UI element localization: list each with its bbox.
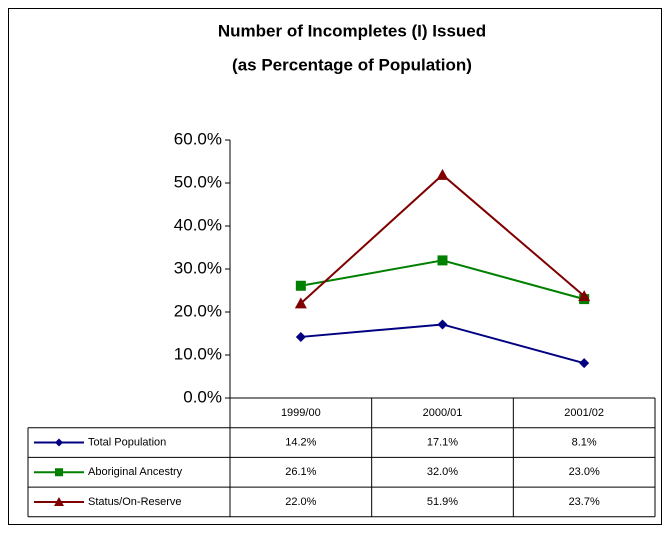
x-tick-label: 2000/01 xyxy=(423,407,463,419)
table-value: 23.7% xyxy=(569,496,600,508)
marker xyxy=(294,297,307,309)
table-value: 32.0% xyxy=(427,466,458,478)
y-tick-label: 40.0% xyxy=(174,215,222,234)
marker xyxy=(437,319,448,330)
table-value: 17.1% xyxy=(427,436,458,448)
marker xyxy=(437,255,448,266)
table-value: 23.0% xyxy=(569,466,600,478)
table-value: 26.1% xyxy=(285,466,316,478)
y-tick-label: 60.0% xyxy=(174,129,222,148)
chart-subtitle: (as Percentage of Population) xyxy=(232,55,472,74)
marker xyxy=(436,168,449,180)
marker xyxy=(579,358,590,369)
y-tick-label: 30.0% xyxy=(174,258,222,277)
x-tick-label: 2001/02 xyxy=(564,407,604,419)
table-value: 14.2% xyxy=(285,436,316,448)
legend-marker xyxy=(55,438,63,447)
table-value: 8.1% xyxy=(572,436,597,448)
legend-marker xyxy=(55,468,63,477)
y-tick-label: 10.0% xyxy=(174,344,222,363)
table-value: 22.0% xyxy=(285,496,316,508)
x-tick-label: 1999/00 xyxy=(281,407,321,419)
legend-label: Status/On-Reserve xyxy=(88,496,182,508)
legend-label: Total Population xyxy=(88,436,166,448)
legend-label: Aboriginal Ancestry xyxy=(88,466,183,478)
chart-title: Number of Incompletes (I) Issued xyxy=(218,21,486,40)
y-tick-label: 50.0% xyxy=(174,172,222,191)
table-value: 51.9% xyxy=(427,496,458,508)
marker xyxy=(295,331,306,342)
y-tick-label: 20.0% xyxy=(174,301,222,320)
marker xyxy=(295,280,306,291)
y-tick-label: 0.0% xyxy=(183,387,222,406)
legend-marker xyxy=(54,496,64,506)
marker xyxy=(578,290,591,302)
chart-border xyxy=(8,8,662,525)
